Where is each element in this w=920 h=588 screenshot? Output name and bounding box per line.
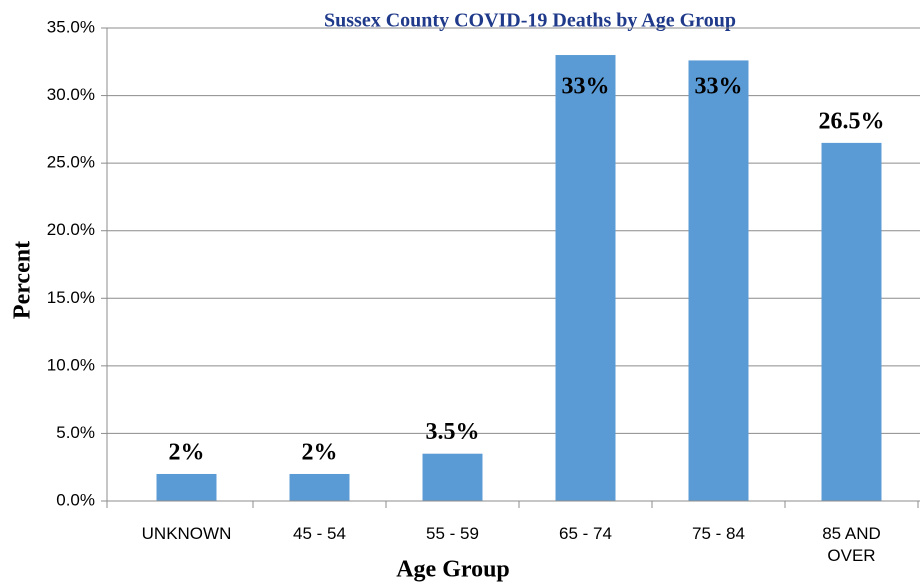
y-tick-label: 10.0% [47, 355, 95, 374]
bar [289, 473, 350, 501]
y-tick-label: 35.0% [47, 17, 95, 36]
x-axis-title: Age Group [396, 557, 510, 583]
x-tick-label: 85 AND OVER [822, 524, 881, 565]
value-label: 3.5% [426, 419, 480, 445]
y-tick-label: 25.0% [47, 153, 95, 172]
value-label: 33% [695, 74, 743, 100]
bar [555, 55, 616, 502]
x-tick-label: 65 - 74 [559, 524, 612, 543]
value-label: 33% [562, 74, 610, 100]
bar [422, 453, 483, 501]
value-label: 2% [302, 439, 338, 465]
x-tick-label: 55 - 59 [426, 524, 479, 543]
bar [156, 473, 217, 501]
x-tick-label: 75 - 84 [692, 524, 745, 543]
x-tick-label: 45 - 54 [293, 524, 346, 543]
x-tick-label: UNKNOWN [141, 524, 232, 543]
bar [688, 60, 749, 501]
chart-title: Sussex County COVID-19 Deaths by Age Gro… [324, 10, 736, 32]
y-axis-title: Percent [10, 241, 36, 319]
y-tick-label: 30.0% [47, 85, 95, 104]
value-label: 2% [169, 439, 205, 465]
y-tick-label: 5.0% [56, 423, 95, 442]
y-tick-label: 0.0% [56, 490, 95, 509]
value-label: 26.5% [819, 108, 885, 134]
bar [821, 142, 882, 501]
y-tick-label: 15.0% [47, 288, 95, 307]
y-tick-label: 20.0% [47, 220, 95, 239]
